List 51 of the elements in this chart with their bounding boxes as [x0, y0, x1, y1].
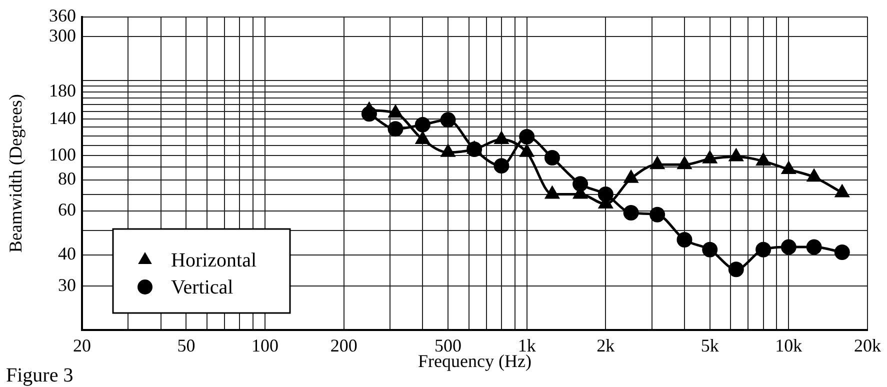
point — [467, 142, 482, 154]
point — [544, 150, 560, 166]
y-tick-label: 40 — [58, 244, 76, 264]
legend-label: Horizontal — [171, 249, 257, 272]
x-tick-label: 100 — [252, 336, 279, 356]
point — [728, 262, 744, 278]
point — [650, 206, 666, 222]
point — [623, 205, 639, 221]
point — [624, 170, 638, 183]
x-tick-label: 200 — [330, 336, 358, 356]
point — [362, 102, 376, 115]
x-tick-label: 20 — [73, 336, 91, 356]
point — [835, 184, 850, 198]
point — [807, 169, 821, 182]
point — [519, 129, 535, 144]
point — [782, 162, 796, 174]
x-tick-label: 10k — [775, 336, 802, 356]
y-tick-label: 60 — [58, 200, 76, 220]
y-tick-label: 30 — [58, 274, 76, 295]
x-tick-label: 2k — [596, 336, 615, 356]
point — [678, 156, 692, 170]
point — [756, 153, 770, 166]
point — [416, 132, 430, 144]
point — [494, 132, 508, 144]
legend-label: Vertical — [171, 276, 234, 298]
point — [676, 232, 692, 248]
x-tick-label: 5k — [700, 336, 719, 356]
point — [520, 144, 534, 157]
point — [780, 239, 796, 255]
point — [702, 242, 718, 258]
point — [756, 242, 772, 258]
caption: Figure 3 — [6, 364, 74, 386]
y-tick-label: 360 — [49, 6, 76, 26]
y-tick-label: 300 — [49, 25, 76, 46]
point — [729, 148, 744, 162]
point — [494, 158, 510, 174]
x-tick-label: 50 — [177, 336, 196, 356]
point — [702, 151, 717, 164]
y-tick-label: 180 — [49, 80, 76, 101]
x-tick-label: 20k — [854, 336, 881, 356]
point — [414, 116, 430, 132]
y-tick-label: 100 — [49, 144, 76, 164]
point — [388, 105, 402, 118]
point — [806, 239, 822, 255]
point — [545, 186, 560, 199]
y-tick-label: 80 — [58, 168, 76, 189]
point — [441, 144, 455, 157]
point — [650, 156, 664, 170]
point — [834, 244, 850, 260]
y-tick-label: 140 — [49, 108, 76, 128]
y-axis-title: Beamwidth (Degrees) — [6, 94, 26, 253]
